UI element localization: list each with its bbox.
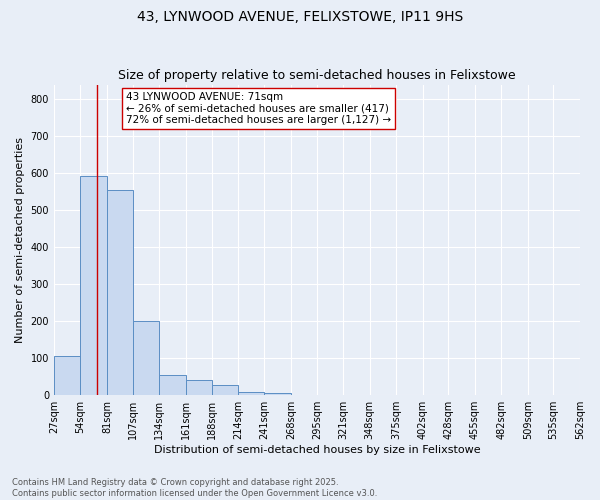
Text: Contains HM Land Registry data © Crown copyright and database right 2025.
Contai: Contains HM Land Registry data © Crown c…: [12, 478, 377, 498]
Bar: [265, 392, 291, 395]
Bar: [133, 321, 159, 395]
Bar: [80, 176, 107, 395]
Bar: [185, 380, 212, 395]
X-axis label: Distribution of semi-detached houses by size in Felixstowe: Distribution of semi-detached houses by …: [154, 445, 480, 455]
Bar: [238, 392, 265, 395]
Bar: [107, 190, 133, 395]
Y-axis label: Number of semi-detached properties: Number of semi-detached properties: [15, 137, 25, 343]
Text: 43 LYNWOOD AVENUE: 71sqm
← 26% of semi-detached houses are smaller (417)
72% of : 43 LYNWOOD AVENUE: 71sqm ← 26% of semi-d…: [126, 92, 391, 125]
Bar: [159, 375, 185, 395]
Text: 43, LYNWOOD AVENUE, FELIXSTOWE, IP11 9HS: 43, LYNWOOD AVENUE, FELIXSTOWE, IP11 9HS: [137, 10, 463, 24]
Bar: [212, 385, 238, 395]
Bar: [54, 356, 80, 395]
Title: Size of property relative to semi-detached houses in Felixstowe: Size of property relative to semi-detach…: [118, 69, 516, 82]
